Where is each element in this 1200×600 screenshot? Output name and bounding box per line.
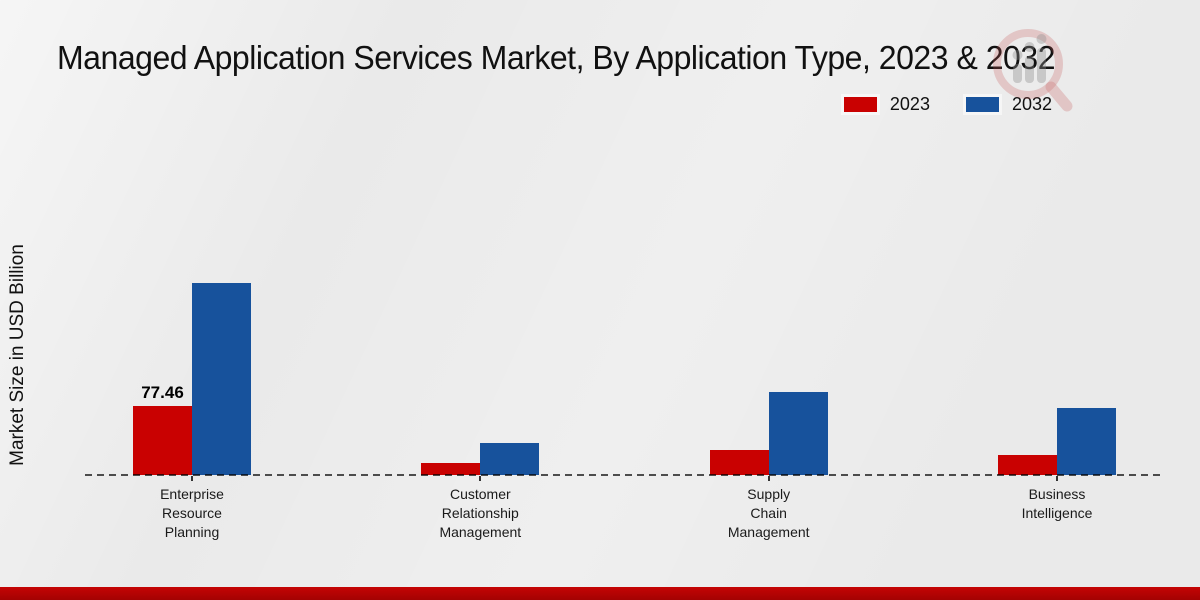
bar-2023-business-intelligence bbox=[998, 454, 1057, 475]
category-label-supply-chain-management: Supply Chain Management bbox=[727, 486, 810, 540]
bar-2032-supply-chain-management bbox=[768, 391, 828, 475]
legend-item-2023: 2023 bbox=[843, 94, 930, 115]
x-axis-tick bbox=[767, 476, 770, 481]
x-axis-tick bbox=[191, 476, 193, 481]
legend-label-2023: 2023 bbox=[889, 94, 930, 114]
footer-accent-strip bbox=[0, 587, 1200, 600]
bar-2032-enterprise-resource-planning bbox=[192, 283, 251, 475]
legend-swatch-2023-icon bbox=[843, 97, 877, 112]
x-axis-tick bbox=[1056, 476, 1058, 481]
magnifier-growth-chart-logo-icon bbox=[993, 29, 1073, 112]
x-axis-baseline bbox=[85, 474, 1163, 476]
bar-2023-customer-relationship-management bbox=[421, 462, 481, 475]
chart-title: Managed Application Services Market, By … bbox=[57, 39, 1056, 76]
legend-item-2032: 2032 bbox=[965, 94, 1052, 115]
category-label-business-intelligence: Business Intelligence bbox=[1021, 486, 1093, 521]
bar-value-label: 77.46 bbox=[141, 383, 184, 402]
bar-2032-business-intelligence bbox=[1057, 407, 1116, 475]
x-axis-tick bbox=[479, 476, 482, 481]
category-label-enterprise-resource-planning: Enterprise Resource Planning bbox=[160, 486, 224, 540]
bar-2032-customer-relationship-management bbox=[480, 442, 540, 475]
bar-2023-supply-chain-management bbox=[709, 449, 769, 475]
legend-label-2032: 2032 bbox=[1011, 94, 1052, 114]
legend-swatch-2032-icon bbox=[965, 97, 999, 112]
category-label-customer-relationship-management: Customer Relationship Management bbox=[439, 486, 522, 540]
legend: 2023 2032 bbox=[843, 94, 1052, 115]
bar-2023-enterprise-resource-planning bbox=[133, 406, 192, 475]
